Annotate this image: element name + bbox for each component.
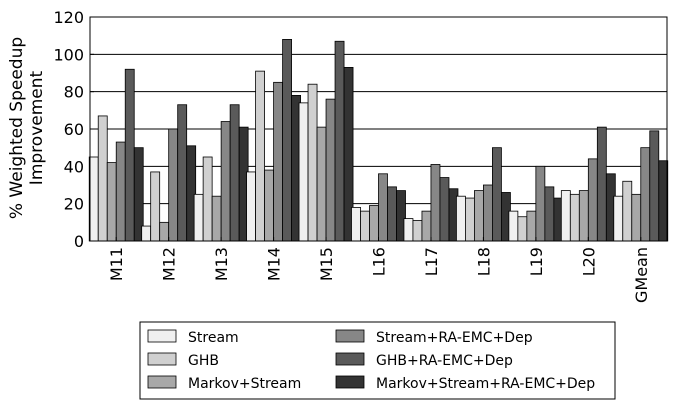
y-tick-label: 0 [74,232,84,251]
bar-m12-series-4 [168,128,179,242]
x-tick-label: M13 [212,247,231,281]
bar-m15-series-1 [298,102,309,242]
bar-l19-series-1 [508,210,519,242]
bar-gmean-series-2 [622,180,633,242]
y-tick-label: 60 [64,120,84,139]
y-tick-label: 20 [64,195,84,214]
bar-l16-series-4 [378,173,388,242]
legend-label: GHB+RA-EMC+Dep [376,353,513,369]
legend-swatch [335,375,365,389]
bar-l17-series-1 [403,218,414,242]
bar-l19-series-5 [544,186,555,242]
legend-label: Stream [188,330,239,346]
bar-l19-series-4 [535,165,546,242]
legend-frame [139,321,616,400]
legend-swatch [147,375,177,389]
legend-label: Markov+Stream [188,376,301,392]
bar-m15-series-4 [325,98,336,242]
bar-l16-series-3 [369,205,379,242]
legend-label: GHB [188,353,219,369]
x-tick-label: M12 [160,247,179,281]
x-tick-label: M15 [317,247,336,281]
bar-m11-series-3 [106,162,117,242]
y-tick-label: 40 [64,157,84,176]
x-tick-label: L16 [370,247,389,276]
bar-gmean-series-6 [658,160,669,242]
legend-swatch [147,329,177,343]
bar-m12-series-1 [141,225,152,242]
bar-l16-series-5 [387,186,397,242]
bar-gmean-series-1 [613,195,624,242]
bar-l18-series-1 [456,195,466,242]
bar-m15-series-5 [334,40,345,242]
y-axis-title: % Weighted Speedup Improvement [7,37,47,219]
y-tick-label: 80 [64,83,84,102]
bar-l19-series-3 [526,210,537,242]
y-axis-title-line-2: Improvement [27,70,47,185]
bar-m12-series-5 [177,104,188,242]
bar-gmean-series-4 [640,147,651,242]
bar-l20-series-4 [587,158,598,242]
bar-l17-series-4 [430,164,441,242]
bar-m15-series-2 [307,83,318,242]
bar-l16-series-1 [351,206,361,242]
bar-m11-series-5 [124,68,135,242]
y-tick-label: 120 [53,8,84,27]
bar-m14-series-3 [264,169,274,242]
bar-l16-series-2 [360,210,370,242]
y-tick-label: 100 [53,45,84,64]
bar-l17-series-3 [421,210,432,242]
bar-l18-series-3 [474,190,484,242]
bar-l20-series-2 [569,193,580,242]
bar-l20-series-5 [596,126,607,242]
bar-l17-series-2 [412,220,423,242]
x-tick-label: L19 [527,247,546,276]
bar-m12-series-2 [150,171,161,242]
bar-m11-series-4 [115,141,126,242]
bar-m14-series-4 [273,81,283,242]
legend-label: Stream+RA-EMC+Dep [376,330,533,346]
bar-l20-series-3 [578,190,589,242]
x-axis-ticks: M11 M12 M13 M14 M15 L16 L17 L18 L19 L20 GMean [107,237,651,303]
bar-l19-series-2 [517,216,528,242]
bar-l18-series-4 [483,184,493,242]
legend-label: Markov+Stream+RA-EMC+Dep [376,376,595,392]
bar-m11-series-1 [88,156,99,242]
legend-swatch [335,352,365,366]
bar-m14-series-2 [255,70,265,242]
bar-m11-series-2 [97,115,108,242]
bar-m14-series-5 [282,39,292,242]
x-tick-label: L20 [579,247,598,276]
legend: Stream GHB Markov+Stream Stream+RA-EMC+Dep G… [139,321,616,400]
bar-l20-series-1 [560,190,571,242]
bar-m13-series-1 [193,193,204,242]
bar-gmean-series-5 [649,130,660,242]
bar-l18-series-2 [465,197,475,242]
bars [88,39,669,242]
bar-m14-series-1 [246,171,256,242]
bar-m13-series-3 [211,195,222,242]
x-tick-label: M11 [107,247,126,281]
x-tick-label: M14 [265,247,284,281]
y-axis-ticks: 0 20 40 60 80 100 120 [53,8,94,251]
bar-gmean-series-3 [631,193,642,242]
bar-m13-series-2 [202,156,213,242]
bar-l17-series-5 [439,177,450,242]
x-tick-label: L18 [474,247,493,276]
legend-swatch [147,352,177,366]
bar-m15-series-3 [316,126,327,242]
bar-m13-series-4 [220,121,231,242]
bar-m13-series-5 [229,104,240,242]
bar-m12-series-3 [159,221,170,242]
y-axis-title-line-1: % Weighted Speedup [7,37,27,219]
x-tick-label: GMean [632,247,651,303]
x-tick-label: L17 [422,247,441,276]
bar-l18-series-5 [492,147,502,242]
legend-swatch [335,329,365,343]
